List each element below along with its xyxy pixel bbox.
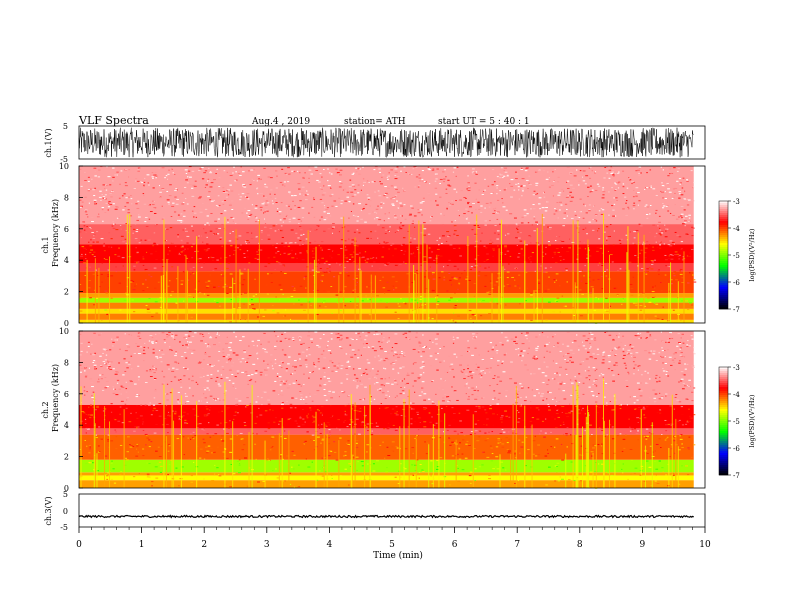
ch3-waveform-ytick-zero: 0 <box>63 507 68 516</box>
ch2-spectrogram-band-2 <box>79 472 694 476</box>
ch1-spectrogram-ytick-3: 6 <box>64 225 69 234</box>
ch1-spectrogram-band-2 <box>79 308 694 314</box>
ch2-spectrogram-band-5 <box>79 428 694 435</box>
ch2-spectrogram-image <box>79 331 696 489</box>
ch1-spectrogram-panel: 0 2 4 6 8 10 ch.1 Frequency (kHz) <box>41 162 706 328</box>
ch3-waveform-trace <box>78 514 695 519</box>
ch2-spectrogram-band-4 <box>79 434 694 460</box>
ch1-colorbar-tick-0: -3 <box>733 198 740 206</box>
ch1-spectrogram-frame <box>78 165 706 324</box>
ch3-waveform-frame <box>78 493 706 528</box>
time-tick-3: 3 <box>264 540 270 550</box>
time-tick-4: 4 <box>327 540 333 550</box>
ch2-spectrogram-ylabel-frequency: Frequency (kHz) <box>51 364 60 432</box>
ch2-spectrogram-speckle <box>79 331 696 489</box>
time-axis-label: Time (min) <box>373 550 423 561</box>
ch1-colorbar-label: log(PSD)(V²/Hz) <box>748 228 756 281</box>
ch1-spectrogram-ytick-1: 2 <box>64 288 69 297</box>
ch2-spectrogram-ytick-1: 2 <box>64 453 69 462</box>
ch1-spectrogram-ytick-2: 4 <box>64 256 69 265</box>
ch1-colorbar-tick-2: -5 <box>733 252 740 260</box>
ch1-spectrogram-band-5 <box>79 293 694 298</box>
ch1-spectrogram-band-1 <box>79 313 694 320</box>
time-tick-10: 10 <box>699 540 711 550</box>
ch1-spectrogram-yticks: 0 2 4 6 8 10 <box>59 162 83 328</box>
ch2-spectrogram-band-3 <box>79 459 694 473</box>
ch1-spectrogram-band-0 <box>79 319 694 323</box>
ch1-waveform-ytick-top: 5 <box>63 122 68 131</box>
ch1-colorbar: -3 -4 -5 -6 -7 log(PSD)(V²/Hz) <box>718 198 756 314</box>
figure-title: VLF Spectra <box>78 114 149 127</box>
time-tick-1: 1 <box>139 540 145 550</box>
ch3-waveform-ytick-bottom: -5 <box>60 523 68 532</box>
ch1-spectrogram-band-9 <box>79 224 694 245</box>
station-label: station= ATH <box>344 117 406 127</box>
ch2-spectrogram-frame <box>78 330 706 489</box>
start-time-label: start UT = 5 : 40 : 1 <box>438 117 530 127</box>
ch1-spectrogram-ylabel-frequency: Frequency (kHz) <box>51 199 60 267</box>
ch1-spectrogram-band-8 <box>79 244 694 264</box>
ch2-spectrogram-ylabel-channel: ch.2 <box>41 401 50 418</box>
ch1-spectrogram-image <box>79 166 697 324</box>
ch1-spectrogram-speckle <box>79 166 697 324</box>
ch1-spectrogram-ylabel-channel: ch.1 <box>41 236 50 253</box>
ch1-spectrogram-band-6 <box>79 271 694 294</box>
ch2-colorbar-label: log(PSD)(V²/Hz) <box>748 394 756 447</box>
ch1-waveform-trace <box>78 127 694 158</box>
time-tick-0: 0 <box>76 540 82 550</box>
time-tick-6: 6 <box>452 540 458 550</box>
time-tick-7: 7 <box>514 540 520 550</box>
ch1-spectrogram-band-4 <box>79 297 694 303</box>
ch2-colorbar: -3 -4 -5 -6 -7 log(PSD)(V²/Hz) <box>718 364 756 480</box>
ch3-waveform-ylabel: ch.3(V) <box>44 496 53 525</box>
ch2-spectrogram-band-7 <box>79 331 694 405</box>
time-tick-9: 9 <box>640 540 646 550</box>
ch2-spectrogram-ytick-0: 0 <box>64 484 69 493</box>
ch3-waveform-ytick-top: 5 <box>63 490 68 499</box>
date-label: Aug.4 , 2019 <box>251 117 310 127</box>
ch2-spectrogram-band-0 <box>79 480 694 488</box>
ch2-spectrogram-yticks: 0 2 4 6 8 10 <box>59 327 83 493</box>
time-axis-ticks: 0 1 2 3 4 5 6 7 8 9 10 <box>76 527 711 550</box>
ch2-colorbar-tick-0: -3 <box>733 364 740 372</box>
ch1-colorbar-tick-4: -7 <box>733 306 740 314</box>
ch1-colorbar-tick-1: -4 <box>733 225 740 233</box>
ch2-spectrogram-ytick-4: 8 <box>64 358 69 367</box>
ch1-spectrogram-ytick-0: 0 <box>64 319 69 328</box>
ch3-waveform-panel: 5 0 -5 ch.3(V) <box>44 490 706 532</box>
ch2-spectrogram-band-1 <box>79 475 694 481</box>
ch1-spectrogram-band-10 <box>79 166 694 225</box>
ch2-colorbar-tick-3: -6 <box>733 445 740 453</box>
ch1-colorbar-tick-3: -6 <box>733 279 740 287</box>
ch1-spectrogram-band-3 <box>79 302 694 309</box>
ch2-spectrogram-ytick-3: 6 <box>64 390 69 399</box>
ch1-spectrogram-ytick-4: 8 <box>64 193 69 202</box>
ch1-waveform-ylabel: ch.1(V) <box>44 128 53 157</box>
ch1-waveform-ytick-bottom: -5 <box>60 155 68 164</box>
ch2-spectrogram-panel: 0 2 4 6 8 10 ch.2 Frequency (kHz) <box>41 327 706 493</box>
ch1-spectrogram-ytick-5: 10 <box>59 162 69 171</box>
ch2-colorbar-tick-2: -5 <box>733 418 740 426</box>
time-tick-8: 8 <box>577 540 583 550</box>
ch2-spectrogram-ytick-2: 4 <box>64 421 69 430</box>
ch2-spectrogram-ytick-5: 10 <box>59 327 69 336</box>
ch1-spectrogram-band-7 <box>79 263 694 272</box>
ch1-waveform-panel: 5 -5 ch.1(V) <box>44 122 706 164</box>
time-tick-5: 5 <box>389 540 395 550</box>
ch2-colorbar-tick-1: -4 <box>733 391 740 399</box>
time-tick-2: 2 <box>201 540 207 550</box>
ch2-colorbar-tick-4: -7 <box>733 472 740 480</box>
